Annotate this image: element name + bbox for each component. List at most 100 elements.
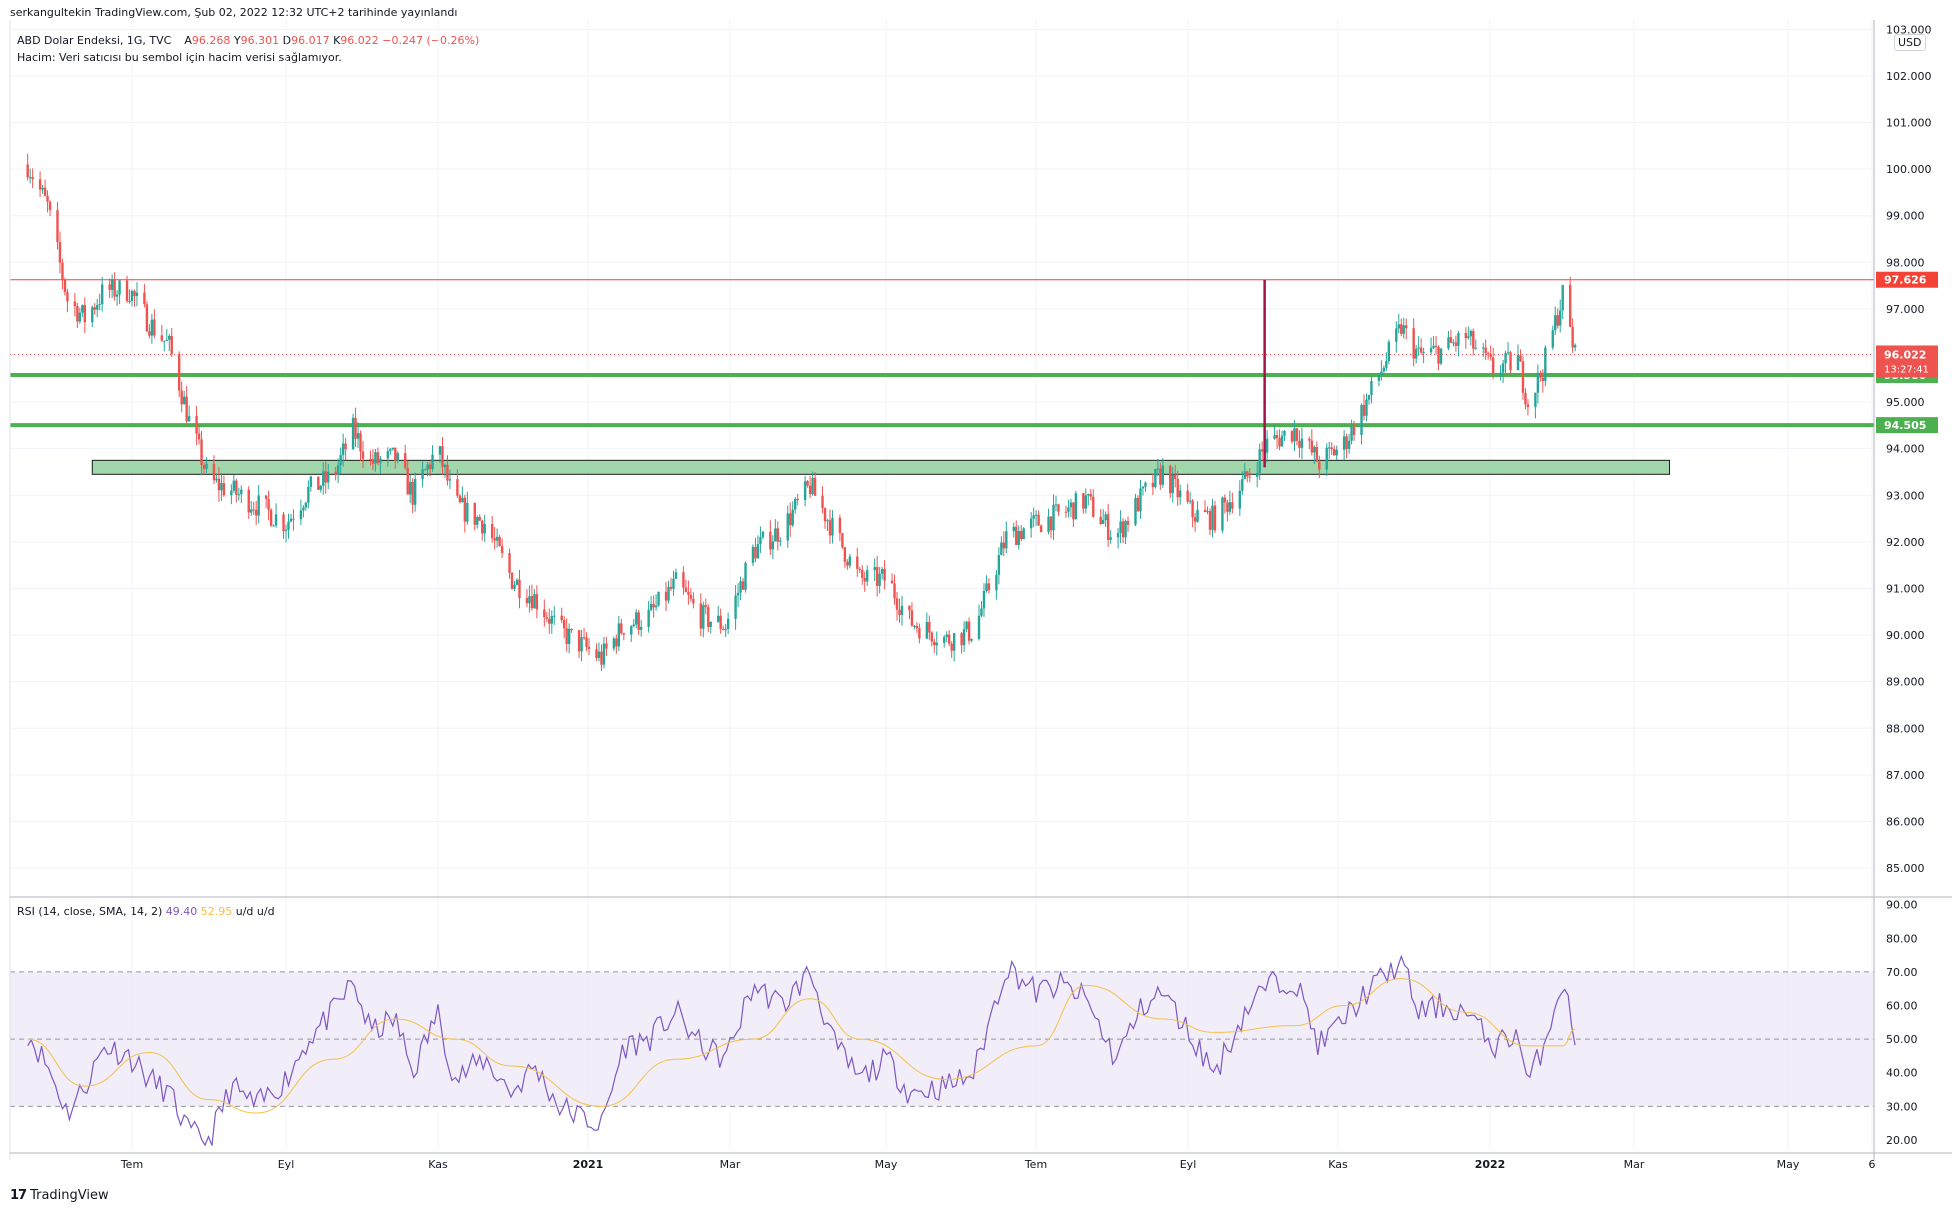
last-price-label: 96.022 [1884,348,1926,361]
candle-body [600,651,603,665]
candle-body [394,447,397,461]
candle-body [356,433,360,439]
rsi-ud-1: u/d [235,905,254,918]
candle-body [751,546,755,563]
candle-body [327,471,330,483]
candle-body [1089,494,1092,497]
candle-body [533,594,536,609]
candle-body [580,637,583,652]
candle-body [1295,428,1299,441]
candle-body [1310,440,1314,453]
candle-body [756,544,760,559]
candle-body [1188,500,1192,502]
price-line-label: 95.580 [1884,369,1927,382]
candle-body [863,577,866,582]
candle-body [1104,514,1107,521]
candle-body [1265,438,1269,453]
candle-body [456,479,459,496]
candle-body [128,301,131,303]
candle-body [704,605,707,608]
candle-body [1489,353,1492,358]
candle-body [776,528,780,542]
candle-body [250,509,253,513]
candle-body [1228,502,1232,512]
candle-body [1171,474,1174,494]
candle-body [1246,471,1249,477]
candle-body [664,591,668,601]
candle-body [274,514,278,526]
time-tick-label: 6 [1869,1158,1876,1171]
candle-body [354,417,357,439]
candle-body [1087,494,1090,496]
candle-body [1248,476,1251,478]
candle-body [247,489,250,513]
candle-body [1551,330,1554,348]
candle-body [967,621,971,641]
ohlc-high-label: Y [233,34,241,47]
candle-body [970,638,973,641]
candle-body [215,478,218,481]
tradingview-logo[interactable]: 17 TradingView [10,1188,109,1203]
candle-body [1472,330,1475,349]
candle-body [1260,449,1264,452]
candle-body [396,453,399,461]
ohlc-close: 96.022 [340,34,379,47]
candle-body [302,507,305,511]
candle-body [1226,502,1229,512]
candle-body [187,415,191,422]
candle-body [1332,449,1336,456]
candle-body [741,581,745,590]
candle-body [81,305,84,313]
ohlc-change: −0.247 (−0.26%) [382,34,480,47]
candle-body [985,583,988,592]
candle-body [1144,482,1147,487]
candle-body [1380,371,1383,376]
tradingview-logo-mark: 17 [10,1188,27,1203]
candle-body [217,478,221,491]
price-line-label: 94.505 [1884,419,1926,432]
candle-body [1275,435,1279,439]
candle-body [1447,337,1450,349]
candle-body [595,649,598,659]
price-line-tag [1876,417,1938,434]
candle-body [1223,497,1227,503]
price-tick-label: 89.000 [1886,676,1925,689]
rsi-tick-label: 40.00 [1886,1067,1918,1080]
candle-body [952,633,956,651]
candle-body [1057,504,1060,512]
currency-button[interactable]: USD [1894,34,1926,51]
candle-body [269,509,273,526]
candle-body [118,280,121,295]
candle-body [843,547,847,562]
candle-body [1509,352,1512,371]
candle-body [622,633,626,635]
candle-body [1439,348,1443,364]
candle-body [1193,517,1197,522]
candle-body [771,541,775,550]
candle-body [304,502,308,508]
candle-body [858,568,861,570]
candle-body [1178,490,1182,498]
candle-body [1211,505,1214,530]
price-line-label: 97.626 [1884,274,1927,287]
candle-body [808,485,812,495]
candle-body [1315,447,1319,462]
candle-body [1196,509,1199,522]
candle-body [93,307,96,310]
time-tick-label: May [1777,1158,1800,1171]
candle-body [41,187,44,190]
candle-body [637,612,640,630]
candle-body [115,294,119,297]
candle-body [476,517,479,525]
candle-body [1101,520,1105,524]
candle-body [530,596,534,609]
price-tick-label: 88.000 [1886,722,1925,735]
candle-body [893,583,896,599]
candle-body [528,596,531,604]
candle-body [1412,328,1415,359]
candle-body [165,339,168,341]
rsi-legend-name: RSI (14, close, SMA, 14, 2) [17,905,163,918]
candle-body [962,629,966,646]
price-tick-label: 87.000 [1886,769,1925,782]
